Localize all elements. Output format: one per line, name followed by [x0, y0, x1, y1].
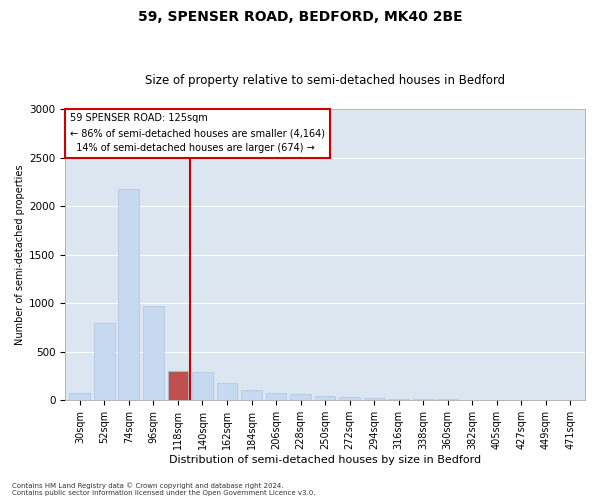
Text: Contains public sector information licensed under the Open Government Licence v3: Contains public sector information licen… [12, 490, 316, 496]
Bar [217, 382, 238, 400]
Bar [118, 189, 139, 400]
Bar [167, 371, 188, 400]
Bar [94, 322, 115, 400]
X-axis label: Distribution of semi-detached houses by size in Bedford: Distribution of semi-detached houses by … [169, 455, 481, 465]
Text: 59 SPENSER ROAD: 125sqm
← 86% of semi-detached houses are smaller (4,164)
  14% : 59 SPENSER ROAD: 125sqm ← 86% of semi-de… [70, 114, 325, 153]
Text: Contains HM Land Registry data © Crown copyright and database right 2024.: Contains HM Land Registry data © Crown c… [12, 482, 284, 489]
Y-axis label: Number of semi-detached properties: Number of semi-detached properties [15, 164, 25, 345]
Bar [70, 393, 90, 400]
Title: Size of property relative to semi-detached houses in Bedford: Size of property relative to semi-detach… [145, 74, 505, 87]
Bar [266, 393, 286, 400]
Bar [388, 399, 409, 400]
Bar [143, 306, 164, 400]
Bar [339, 398, 360, 400]
Text: 59, SPENSER ROAD, BEDFORD, MK40 2BE: 59, SPENSER ROAD, BEDFORD, MK40 2BE [137, 10, 463, 24]
Bar [167, 371, 188, 400]
Bar [364, 398, 385, 400]
Bar [314, 396, 335, 400]
Bar [241, 390, 262, 400]
Bar [290, 394, 311, 400]
Bar [192, 372, 213, 400]
